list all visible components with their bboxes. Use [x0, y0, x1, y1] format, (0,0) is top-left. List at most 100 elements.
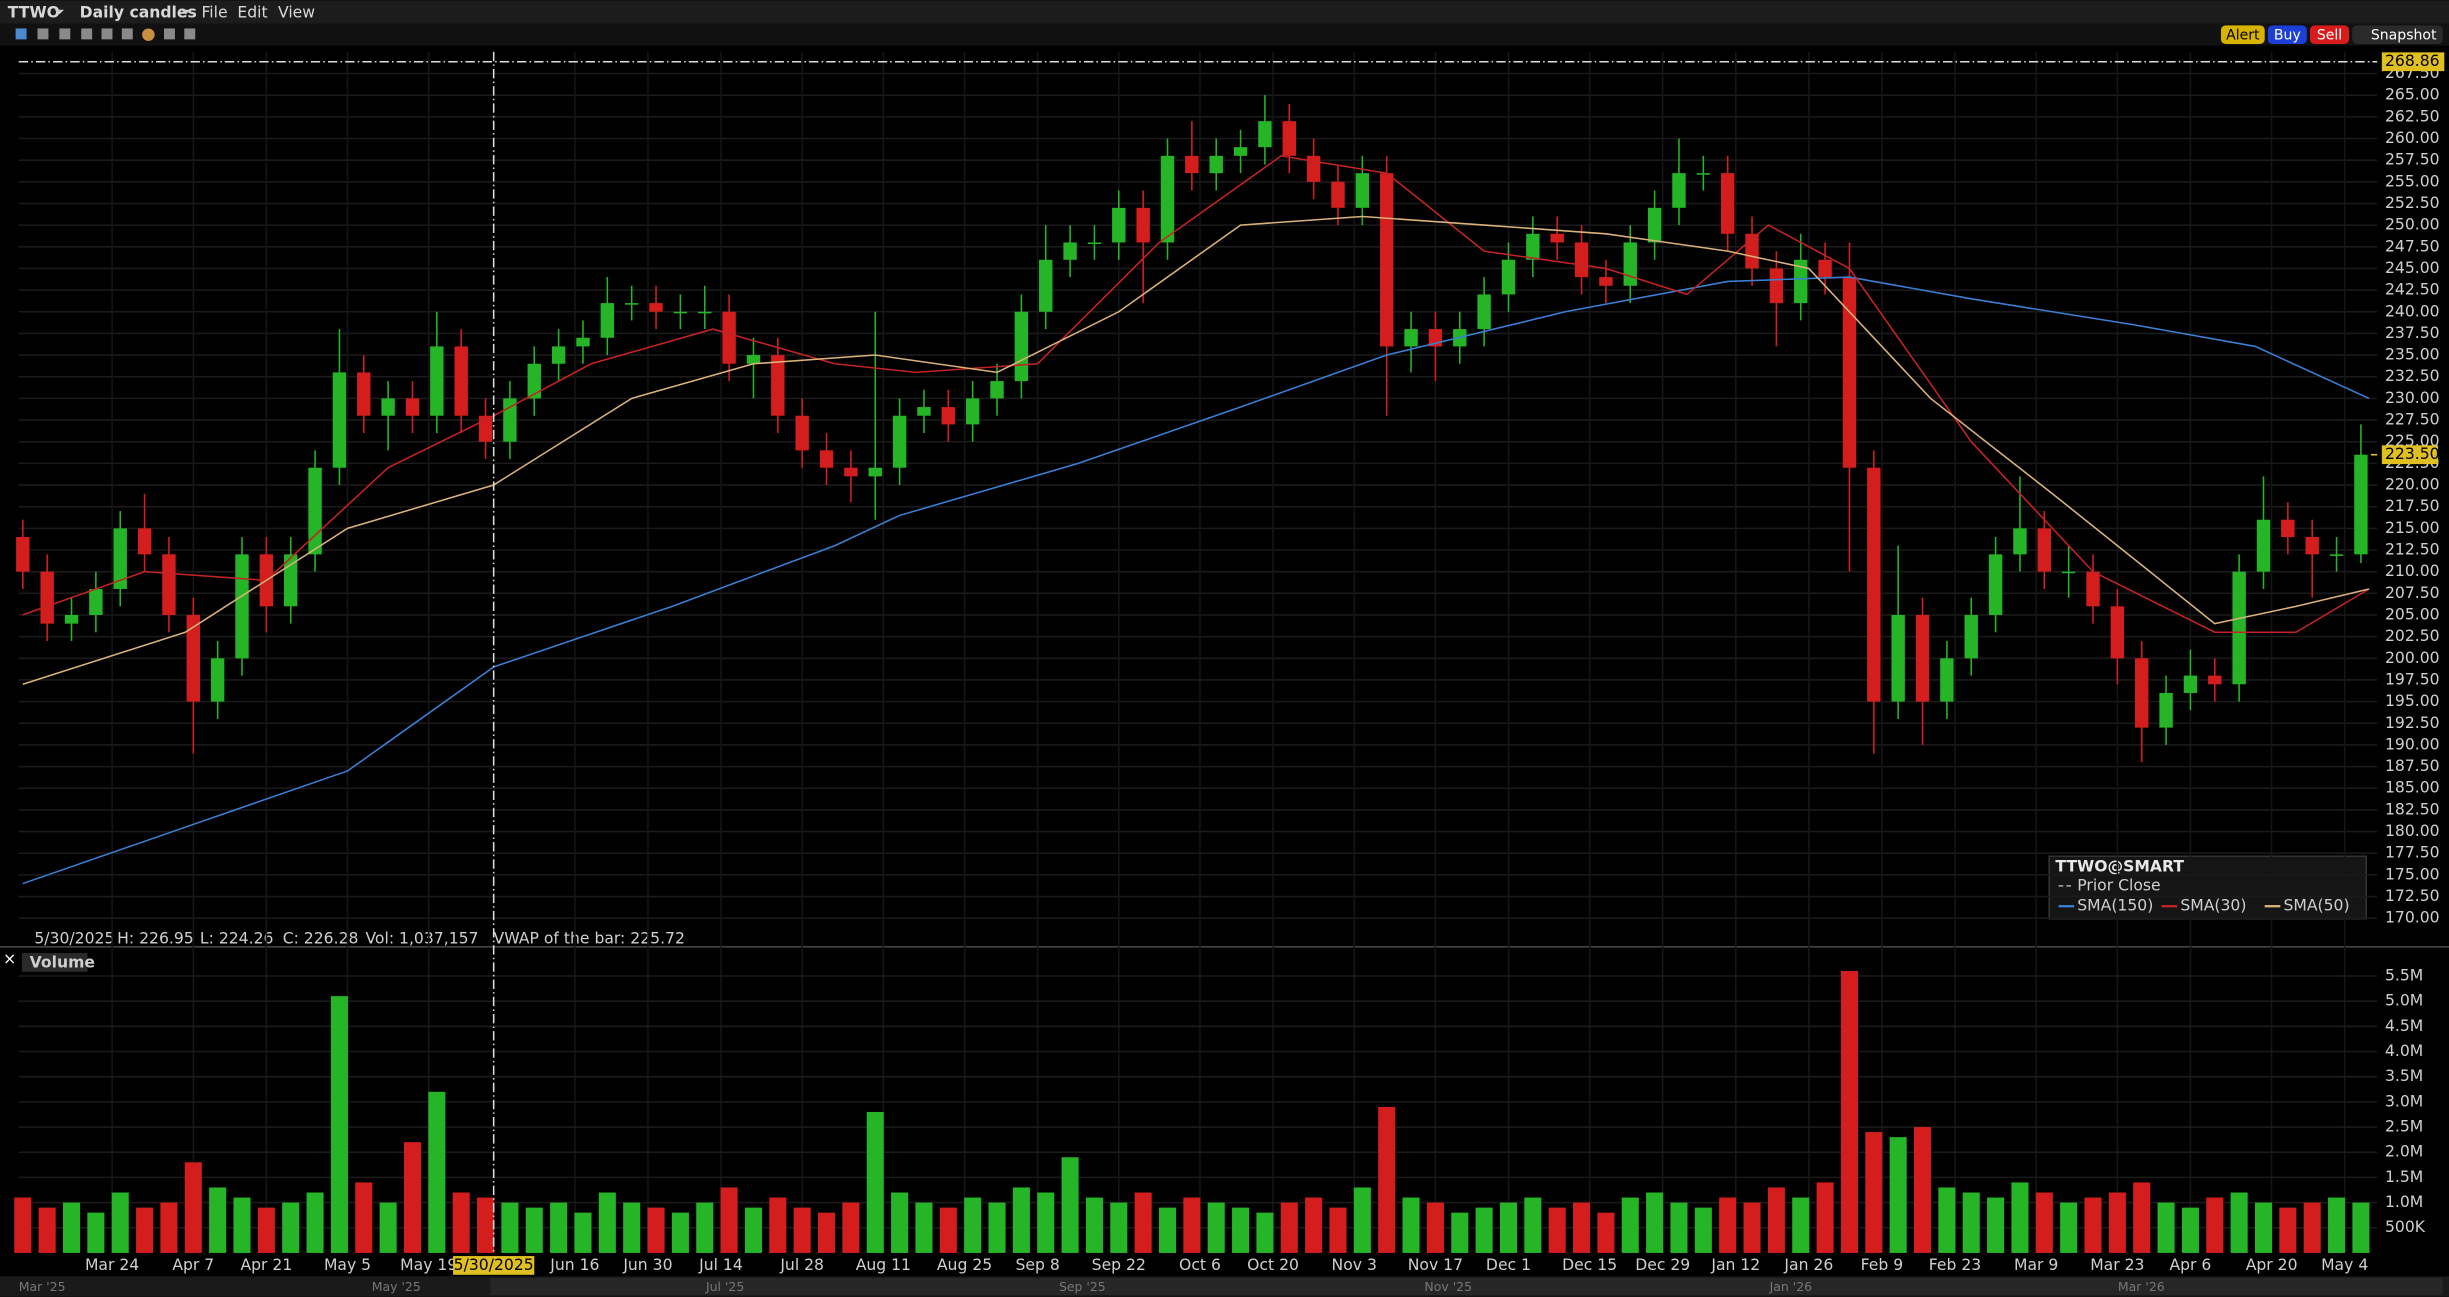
- y-tick-label: 240.00: [2385, 302, 2440, 320]
- volume-bar: [87, 1212, 105, 1253]
- menu-view[interactable]: View: [278, 3, 315, 21]
- candle-body: [1672, 173, 1686, 208]
- x-tick-label: May 19: [400, 1256, 457, 1274]
- candle-body: [917, 407, 931, 416]
- sell-label[interactable]: Sell: [2317, 27, 2342, 43]
- volume-bar: [1816, 1182, 1834, 1253]
- volume-bar: [1475, 1207, 1493, 1253]
- x-tick-label: Dec 15: [1562, 1256, 1617, 1274]
- candle-body: [990, 381, 1004, 399]
- x-tick-label: Mar 9: [2014, 1256, 2058, 1274]
- candle-body: [1940, 658, 1954, 702]
- volume-bar: [793, 1207, 811, 1253]
- candle-body: [2183, 675, 2198, 693]
- candle-body: [2037, 528, 2051, 572]
- sell-button[interactable]: [2309, 25, 2350, 45]
- snapshot-button[interactable]: [2352, 25, 2443, 45]
- candle-body: [1233, 147, 1248, 156]
- navigator-label: Mar '26: [2118, 1279, 2165, 1294]
- volume-bar: [964, 1197, 982, 1253]
- y-tick-label: 247.50: [2385, 237, 2440, 255]
- volume-bar: [330, 996, 348, 1253]
- volume-bar: [257, 1207, 275, 1253]
- candle-body: [746, 355, 761, 364]
- candle-body: [1258, 121, 1272, 148]
- crosshair-date: 5/30/2025: [454, 1256, 534, 1274]
- candle-body: [2013, 528, 2027, 555]
- symbol[interactable]: TTWO: [8, 3, 60, 21]
- volume-bar: [915, 1202, 933, 1253]
- x-tick-label: Jul 14: [698, 1256, 743, 1274]
- y-tick-label: 250.00: [2385, 216, 2440, 234]
- volume-bar: [1597, 1212, 1615, 1253]
- candle-body: [454, 346, 468, 416]
- legend-label: SMA(50): [2283, 897, 2349, 915]
- x-tick-label: Oct 6: [1179, 1256, 1221, 1274]
- navigator-window[interactable]: [490, 1277, 2443, 1296]
- menu-file[interactable]: File: [201, 3, 227, 21]
- volume-bar: [1913, 1127, 1932, 1253]
- volume-bar: [1524, 1197, 1542, 1253]
- crosshair-price: 268.86: [2385, 52, 2440, 70]
- volume-bar: [1110, 1202, 1128, 1253]
- volume-bar: [2035, 1192, 2053, 1253]
- navigator-labels: Mar '25 May '25 Jul '25 Sep '25 Nov '25 …: [19, 1279, 2165, 1294]
- candle-body: [673, 311, 688, 314]
- snapshot-label[interactable]: Snapshot: [2371, 27, 2437, 43]
- y-tick-label: 212.50: [2385, 541, 2440, 559]
- alert-button[interactable]: [2220, 25, 2265, 45]
- menu-edit[interactable]: Edit: [237, 3, 267, 21]
- candle-body: [1331, 181, 1345, 208]
- volume-bar: [1548, 1207, 1566, 1253]
- volume-bar: [379, 1202, 397, 1253]
- volume-bar: [891, 1192, 909, 1253]
- legend-label: SMA(150): [2077, 897, 2153, 915]
- info-vwap: VWAP of the bar: 225.72: [494, 930, 685, 948]
- volume-bar: [1402, 1197, 1420, 1253]
- candle-body: [1574, 242, 1589, 278]
- candle-body: [576, 337, 590, 347]
- candle-body: [1063, 242, 1077, 260]
- candle-body: [1964, 614, 1978, 659]
- candle-body: [1769, 268, 1784, 304]
- last-price: 223.50: [2385, 445, 2440, 463]
- y-tick-label: 182.50: [2385, 800, 2440, 818]
- volume-bar: [1256, 1212, 1274, 1253]
- close-panel[interactable]: ×: [3, 950, 16, 968]
- volume-bar: [1865, 1132, 1883, 1253]
- navigator-label: May '25: [372, 1279, 421, 1294]
- y-tick-label: 245.00: [2385, 259, 2440, 277]
- y-tick-label: 220.00: [2385, 476, 2440, 494]
- buy-label[interactable]: Buy: [2274, 27, 2301, 43]
- candle-body: [2159, 692, 2173, 728]
- alert-label[interactable]: Alert: [2226, 27, 2260, 43]
- info-high: H: 226.95: [117, 930, 194, 948]
- x-tick-label: Aug 11: [856, 1256, 911, 1274]
- volume-bar: [623, 1202, 641, 1253]
- volume-bar: [2108, 1192, 2126, 1253]
- volume-bar: [1280, 1202, 1298, 1253]
- candle-body: [64, 614, 79, 624]
- volume-bar: [842, 1202, 860, 1253]
- candle-body: [89, 588, 103, 615]
- buy-button[interactable]: [2267, 25, 2307, 45]
- x-tick-label: Sep 22: [1092, 1256, 1146, 1274]
- timeframe[interactable]: Daily candles: [80, 3, 197, 21]
- volume-bar: [598, 1192, 616, 1253]
- candle-body: [332, 372, 347, 468]
- y-tick-label: 5.0M: [2385, 992, 2423, 1010]
- crosshair-date-tag: [453, 1256, 535, 1275]
- volume-bar: [38, 1207, 56, 1253]
- info-close: C: 226.28: [283, 930, 359, 948]
- volume-bar: [209, 1187, 227, 1253]
- candle-body: [2061, 571, 2076, 574]
- volume-bar: [1183, 1197, 1201, 1253]
- volume-bar: [403, 1142, 422, 1253]
- x-tick-label: Jan 12: [1710, 1256, 1760, 1274]
- candle-body: [1404, 329, 1418, 347]
- candle-body: [722, 311, 736, 364]
- volume-bar: [1329, 1207, 1347, 1253]
